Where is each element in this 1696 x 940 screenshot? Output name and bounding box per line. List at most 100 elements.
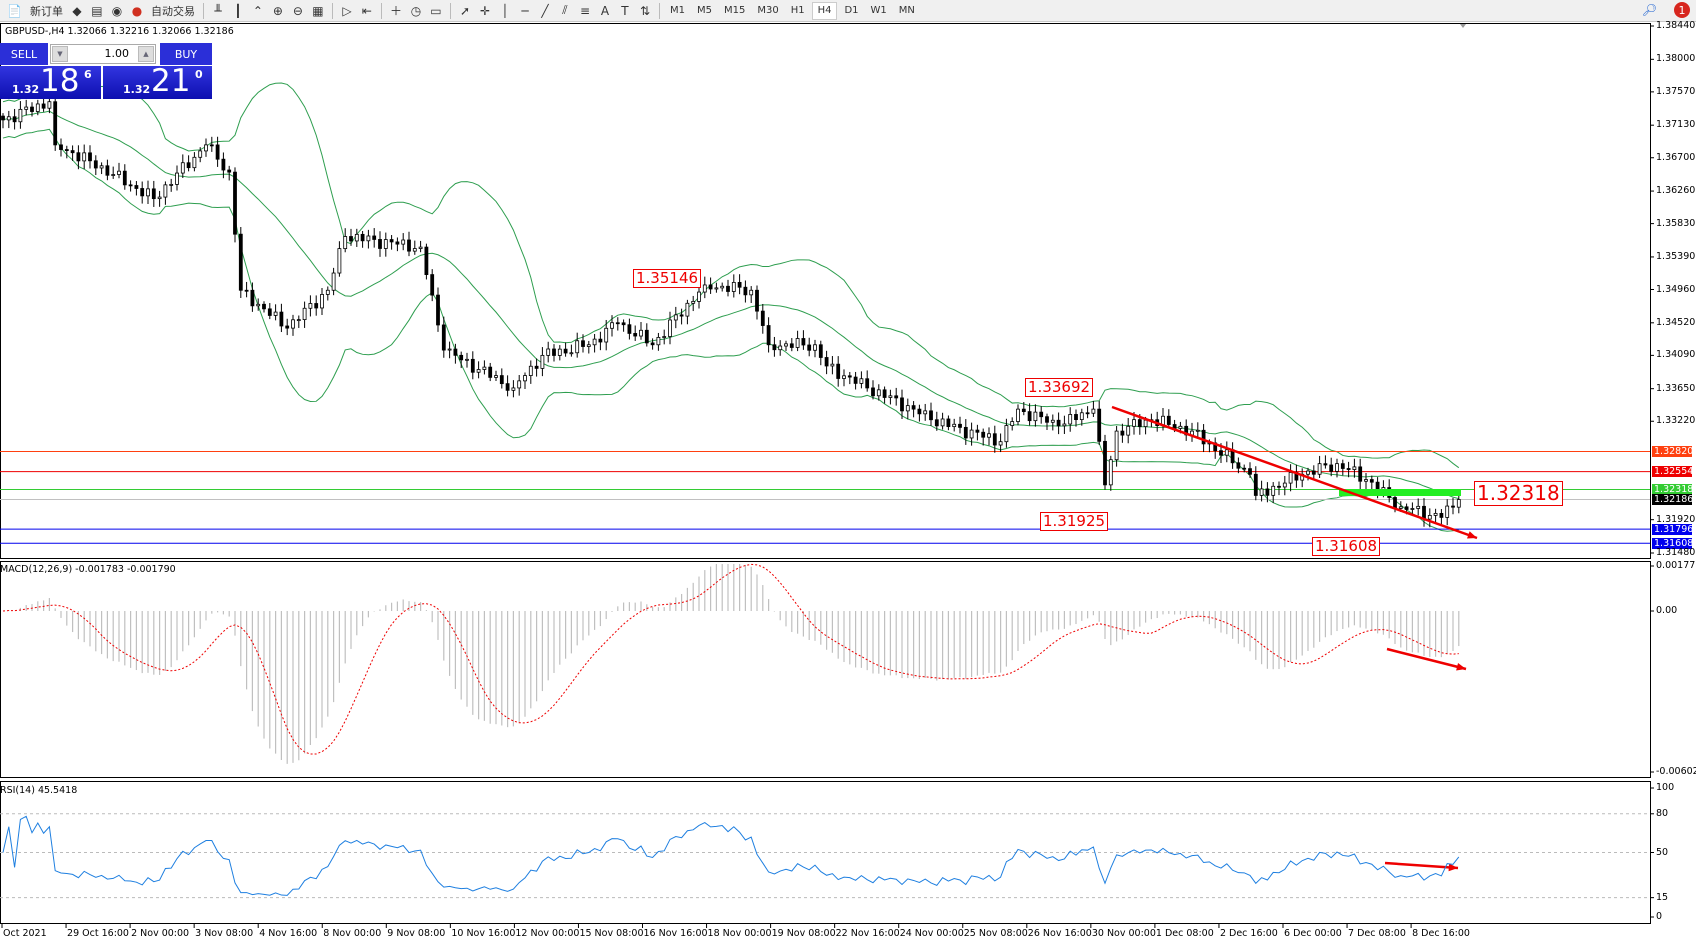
signals-icon[interactable]: ◉ xyxy=(111,3,123,18)
candle-body xyxy=(238,233,243,291)
strategy-tester-icon[interactable]: ◆ xyxy=(72,3,82,18)
auto-trading-icon[interactable]: ● xyxy=(131,3,143,18)
fibonacci-icon[interactable]: ≡ xyxy=(579,3,590,18)
candle-body xyxy=(128,184,133,187)
timeframe-m5[interactable]: M5 xyxy=(696,5,712,16)
macd-axis-label: 0.00 xyxy=(1656,605,1678,616)
text-icon[interactable]: A xyxy=(600,3,610,18)
new-order-icon[interactable]: 📄 xyxy=(7,3,22,18)
candle-body xyxy=(459,354,464,361)
candle-body xyxy=(1311,470,1316,475)
support-zone-marker[interactable] xyxy=(1339,489,1461,496)
timeframe-h1[interactable]: H1 xyxy=(790,5,805,16)
chart-shift-marker[interactable] xyxy=(1460,24,1466,28)
market-watch-icon[interactable]: ▤ xyxy=(91,3,103,18)
candle-body xyxy=(244,289,249,292)
macd-trend-arrow[interactable] xyxy=(1386,647,1467,671)
timeframe-m30[interactable]: M30 xyxy=(757,5,779,16)
buy-quote[interactable]: 1.32 21 0 xyxy=(103,63,212,99)
chart-shift-icon[interactable]: ⇤ xyxy=(361,3,372,18)
auto-scroll-icon[interactable]: ▷ xyxy=(342,3,352,18)
candle-body xyxy=(1050,419,1055,423)
timeframe-w1[interactable]: W1 xyxy=(870,5,887,16)
sell-quote-prefix: 1.32 xyxy=(12,83,40,96)
toolbar-separator xyxy=(658,2,660,19)
bollinger-middle xyxy=(2,110,1459,500)
candle-body xyxy=(569,352,574,355)
auto-trading-label[interactable]: 自动交易 xyxy=(150,4,195,18)
periods-icon[interactable]: ◷ xyxy=(410,3,422,18)
bar-chart-icon[interactable]: ╨ xyxy=(214,3,222,18)
candle-body xyxy=(180,162,185,174)
candle-body xyxy=(1201,429,1206,445)
candlestick-icon[interactable]: ┃ xyxy=(234,3,242,18)
candle-body xyxy=(552,348,556,356)
candle-body xyxy=(105,165,110,176)
candle-body xyxy=(650,342,655,346)
candle-body xyxy=(70,150,75,154)
candle-body xyxy=(88,152,92,162)
price-annotation[interactable]: 1.35146 xyxy=(633,269,702,288)
zoom-out-icon[interactable]: ⊖ xyxy=(292,3,303,18)
candle-body xyxy=(755,289,759,312)
price-annotation[interactable]: 1.33692 xyxy=(1025,378,1094,397)
candle-body xyxy=(186,162,191,169)
vertical-line-icon[interactable]: │ xyxy=(501,3,509,18)
timeframe-h4[interactable]: H4 xyxy=(811,1,838,20)
notification-badge[interactable]: 1 xyxy=(1674,2,1690,18)
text-label-icon[interactable]: T xyxy=(621,3,629,18)
candle-body xyxy=(975,429,980,433)
sell-quote[interactable]: 1.32 18 6 xyxy=(0,63,101,99)
price-annotation[interactable]: 1.31925 xyxy=(1040,512,1109,531)
zoom-in-icon[interactable]: ⊕ xyxy=(272,3,283,18)
candle-body xyxy=(59,144,63,150)
timeframe-d1[interactable]: D1 xyxy=(844,5,859,16)
candle-body xyxy=(447,348,452,351)
sell-button[interactable]: SELL xyxy=(0,43,48,65)
horizontal-line-icon[interactable]: ─ xyxy=(521,3,529,18)
rsi-axis-label: 80 xyxy=(1656,807,1669,819)
price-annotation-large[interactable]: 1.32318 xyxy=(1474,481,1563,506)
price-trendline-arrow[interactable] xyxy=(1111,405,1478,540)
lot-size-input[interactable]: 1.00 xyxy=(50,44,156,64)
indicators-icon[interactable]: ＋ xyxy=(389,4,402,18)
rsi-axis-label: 50 xyxy=(1656,846,1669,858)
candle-body xyxy=(743,286,748,296)
equidistant-channel-icon[interactable]: ⫽ xyxy=(562,3,568,17)
candle-body xyxy=(337,248,342,274)
trendline-icon[interactable]: ╱ xyxy=(541,3,549,18)
candle-body xyxy=(1265,488,1270,496)
main-pane-border xyxy=(0,23,1651,559)
buy-button[interactable]: BUY xyxy=(160,43,212,65)
candle-body xyxy=(888,395,893,398)
candle-body xyxy=(1242,467,1247,470)
time-axis-label: 8 Nov 00:00 xyxy=(323,928,382,939)
candle-body xyxy=(1004,425,1009,443)
templates-icon[interactable]: ▭ xyxy=(430,3,442,18)
arrows-icon[interactable]: ⇅ xyxy=(639,3,650,18)
time-axis-label: 3 Nov 08:00 xyxy=(195,928,254,939)
search-icon[interactable]: 🔎︎ xyxy=(1641,3,1657,17)
tile-windows-icon[interactable]: ▦ xyxy=(312,3,324,18)
toolbar-separator xyxy=(202,2,204,19)
timeframe-mn[interactable]: MN xyxy=(898,5,915,16)
lot-decrease-button[interactable]: ▼ xyxy=(52,46,68,62)
line-chart-icon[interactable]: ⌃ xyxy=(252,3,263,18)
candle-body xyxy=(349,236,353,242)
new-order-label[interactable]: 新订单 xyxy=(29,4,63,18)
cursor-icon[interactable]: ➚ xyxy=(459,3,470,18)
price-annotation[interactable]: 1.31608 xyxy=(1312,537,1381,556)
timeframe-m15[interactable]: M15 xyxy=(723,5,746,16)
candle-body xyxy=(876,389,881,397)
candle-body xyxy=(389,239,394,243)
candle-body xyxy=(111,174,116,176)
price-axis-label: 1.38000 xyxy=(1656,53,1696,65)
candle-body xyxy=(482,366,487,370)
candle-body xyxy=(697,291,701,302)
candle-body xyxy=(581,340,585,347)
timeframe-m1[interactable]: M1 xyxy=(669,5,685,16)
crosshair-icon[interactable]: ✛ xyxy=(479,3,490,18)
lot-increase-button[interactable]: ▲ xyxy=(138,46,154,62)
candle-body xyxy=(749,289,754,296)
